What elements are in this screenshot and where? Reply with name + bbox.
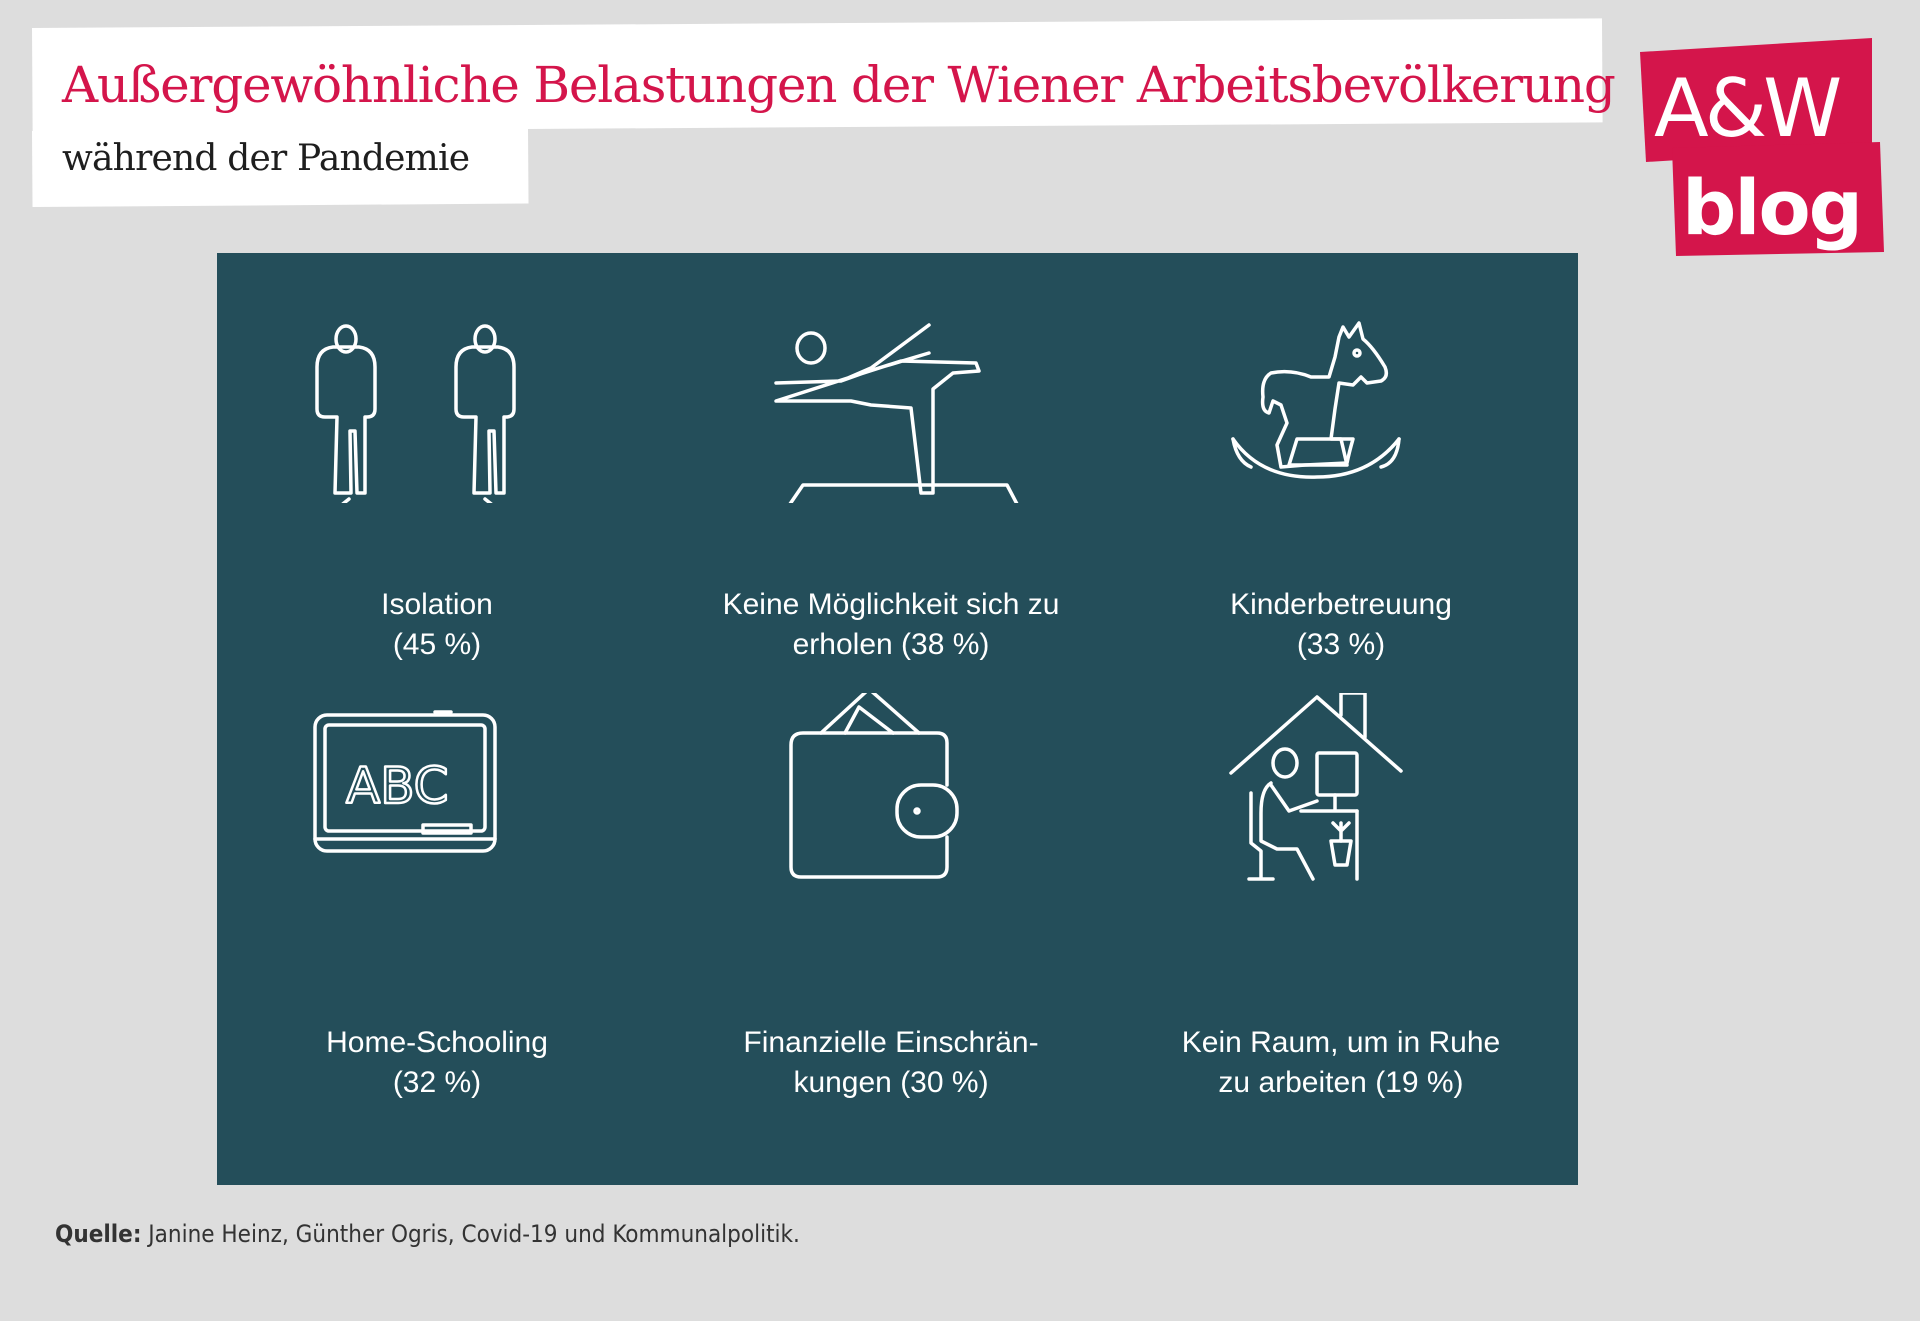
item-label: Kinderbetreuung (33 %) [1121,585,1561,665]
logo-text-aw: A&W [1654,62,1840,155]
item-label-line2: erholen (38 %) [792,628,990,661]
item-label-line2: (45 %) [392,628,482,661]
item-childcare: Kinderbetreuung (33 %) [1121,253,1561,661]
item-no-recovery: Keine Möglichkeit sich zu erholen (38 %) [671,253,1111,661]
item-label-line1: Kinderbetreuung [1230,588,1452,621]
logo-top-block [1640,38,1872,162]
item-no-workspace: Kein Raum, um in Ruhe zu arbeiten (19 %) [1121,693,1561,1099]
item-label: Kein Raum, um in Ruhe zu arbeiten (19 %) [1121,1023,1561,1103]
source-text: Janine Heinz, Günther Ogris, Covid-19 un… [141,1220,800,1248]
item-label-line1: Keine Möglichkeit sich zu [722,588,1060,621]
logo-text-blog: blog [1682,163,1861,252]
item-label-line2: (32 %) [392,1066,482,1099]
home-office-icon [1229,693,1403,881]
item-home-schooling: ABC Home-Schooling (32 %) [217,693,657,1099]
rocking-horse-icon [1231,321,1401,479]
item-label-line2: (33 %) [1296,628,1386,661]
item-label-line1: Kein Raum, um in Ruhe [1181,1026,1501,1059]
source-label: Quelle: [55,1220,142,1248]
infographic-panel: Isolation (45 %) Keine Möglichkeit sich … [217,253,1578,1185]
logo-bottom-block [1672,142,1884,256]
item-label: Keine Möglichkeit sich zu erholen (38 %) [671,585,1111,665]
page-subtitle: während der Pandemie [62,138,470,179]
wallet-icon [789,693,959,879]
item-label-line2: zu arbeiten (19 %) [1218,1066,1464,1099]
item-label-line1: Home-Schooling [326,1026,548,1059]
item-label: Isolation (45 %) [217,585,657,665]
item-label-line2: kungen (30 %) [793,1066,989,1099]
two-people-distance-icon [315,324,516,503]
chalkboard-abc-icon: ABC [313,710,497,853]
item-isolation: Isolation (45 %) [217,253,657,661]
aw-blog-logo[interactable]: A&W blog [1632,38,1888,256]
item-label: Home-Schooling (32 %) [217,1023,657,1103]
item-financial: Finanzielle Einschrän- kungen (30 %) [671,693,1111,1099]
item-label: Finanzielle Einschrän- kungen (30 %) [671,1023,1111,1103]
chalkboard-text: ABC [346,757,449,815]
page-title: Außergewöhnliche Belastungen der Wiener … [62,56,1616,114]
source-note: Quelle: Janine Heinz, Günther Ogris, Cov… [55,1220,800,1248]
yoga-mat-icon [774,323,1019,503]
item-label-line1: Isolation [381,588,493,621]
item-label-line1: Finanzielle Einschrän- [743,1026,1039,1059]
